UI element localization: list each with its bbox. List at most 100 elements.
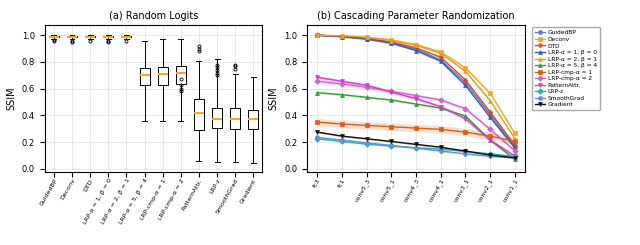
SmoothGrad (437, 150, 445, 153)
SmoothGrad (313, 136, 321, 139)
LRP-z (387, 145, 395, 147)
DTD (511, 144, 519, 147)
Line: LRP-z: LRP-z (315, 137, 517, 158)
DTD (437, 56, 445, 59)
Deconv (461, 66, 469, 69)
PathPatch shape (230, 108, 240, 129)
LRP-α = 5, β = 4 (363, 96, 371, 99)
Title: (b) Cascading Parameter Randomization: (b) Cascading Parameter Randomization (317, 11, 515, 21)
GuidedBP (363, 37, 371, 40)
SmoothGrad (338, 139, 346, 142)
LRP-z (511, 155, 519, 158)
LRP-cmp-α = 2 (511, 149, 519, 152)
LRP-cmp-α = 2 (437, 98, 445, 101)
SmoothGrad (486, 155, 494, 158)
GuidedBP (461, 81, 469, 84)
PathPatch shape (140, 68, 150, 85)
LRP-α = 1, β = 0 (387, 42, 395, 45)
Legend: GuidedBP, Deconv, DTD, LRP-α = 1, β = 0, LRP-α = 2, β = 1, LRP-α = 5, β = 4, LRP: GuidedBP, Deconv, DTD, LRP-α = 1, β = 0,… (532, 27, 600, 110)
PatternAttr. (461, 117, 469, 120)
DTD (363, 37, 371, 40)
DTD (313, 34, 321, 37)
LRP-z (313, 137, 321, 140)
DTD (338, 35, 346, 38)
GuidedBP (338, 35, 346, 38)
PatternAttr. (412, 97, 420, 100)
Gradient (412, 143, 420, 146)
Gradient (338, 135, 346, 137)
Line: LRP-α = 2, β = 1: LRP-α = 2, β = 1 (315, 33, 517, 141)
LRP-α = 5, β = 4 (313, 91, 321, 94)
PatternAttr. (511, 155, 519, 158)
DTD (461, 78, 469, 81)
Gradient (437, 146, 445, 149)
PatternAttr. (338, 80, 346, 83)
LRP-α = 1, β = 0 (363, 38, 371, 41)
Gradient (363, 137, 371, 140)
LRP-α = 1, β = 0 (437, 60, 445, 63)
LRP-α = 1, β = 0 (412, 49, 420, 52)
LRP-cmp-α = 2 (338, 83, 346, 86)
DTD (486, 110, 494, 113)
Gradient (461, 150, 469, 153)
LRP-α = 5, β = 4 (338, 93, 346, 96)
LRP-α = 1, β = 0 (511, 147, 519, 150)
LRP-cmp-α = 2 (412, 94, 420, 97)
Gradient (511, 156, 519, 159)
Line: GuidedBP: GuidedBP (315, 33, 517, 149)
LRP-α = 5, β = 4 (412, 103, 420, 106)
Deconv (412, 43, 420, 46)
PatternAttr. (437, 105, 445, 108)
GuidedBP (511, 145, 519, 148)
LRP-cmp-α = 2 (461, 107, 469, 110)
LRP-cmp-α = 1 (363, 124, 371, 127)
PathPatch shape (157, 67, 168, 85)
PatternAttr. (387, 90, 395, 93)
SmoothGrad (363, 141, 371, 144)
Y-axis label: SSIM: SSIM (269, 86, 278, 110)
PathPatch shape (212, 108, 222, 128)
LRP-α = 5, β = 4 (461, 115, 469, 118)
LRP-z (486, 152, 494, 155)
LRP-α = 2, β = 1 (313, 34, 321, 37)
Line: Deconv: Deconv (315, 33, 517, 135)
Line: LRP-cmp-α = 2: LRP-cmp-α = 2 (315, 79, 517, 153)
LRP-α = 2, β = 1 (461, 70, 469, 73)
LRP-α = 2, β = 1 (338, 34, 346, 37)
LRP-cmp-α = 2 (313, 80, 321, 83)
LRP-cmp-α = 2 (486, 128, 494, 131)
Deconv (511, 132, 519, 135)
Line: SmoothGrad: SmoothGrad (315, 135, 517, 160)
GuidedBP (387, 41, 395, 44)
DTD (412, 46, 420, 49)
Line: LRP-α = 5, β = 4: LRP-α = 5, β = 4 (315, 91, 517, 161)
LRP-z (412, 146, 420, 149)
LRP-α = 1, β = 0 (486, 116, 494, 119)
Line: Gradient: Gradient (315, 130, 517, 160)
LRP-cmp-α = 1 (338, 122, 346, 125)
LRP-α = 5, β = 4 (511, 158, 519, 161)
LRP-cmp-α = 1 (511, 140, 519, 143)
LRP-cmp-α = 2 (363, 86, 371, 89)
PathPatch shape (248, 110, 259, 129)
LRP-z (437, 147, 445, 150)
SmoothGrad (412, 147, 420, 150)
LRP-α = 1, β = 0 (338, 35, 346, 38)
LRP-cmp-α = 2 (387, 90, 395, 93)
Title: (a) Random Logits: (a) Random Logits (109, 11, 198, 21)
GuidedBP (313, 34, 321, 37)
LRP-α = 2, β = 1 (363, 36, 371, 39)
LRP-α = 5, β = 4 (486, 139, 494, 142)
Gradient (313, 131, 321, 134)
PatternAttr. (486, 139, 494, 142)
Line: PatternAttr.: PatternAttr. (315, 75, 517, 158)
LRP-α = 2, β = 1 (511, 137, 519, 140)
SmoothGrad (387, 144, 395, 147)
LRP-α = 5, β = 4 (387, 98, 395, 101)
LRP-z (363, 143, 371, 146)
LRP-z (338, 140, 346, 143)
PathPatch shape (176, 66, 186, 84)
LRP-α = 5, β = 4 (437, 107, 445, 110)
Line: LRP-cmp-α = 1: LRP-cmp-α = 1 (315, 120, 517, 143)
GuidedBP (437, 59, 445, 61)
